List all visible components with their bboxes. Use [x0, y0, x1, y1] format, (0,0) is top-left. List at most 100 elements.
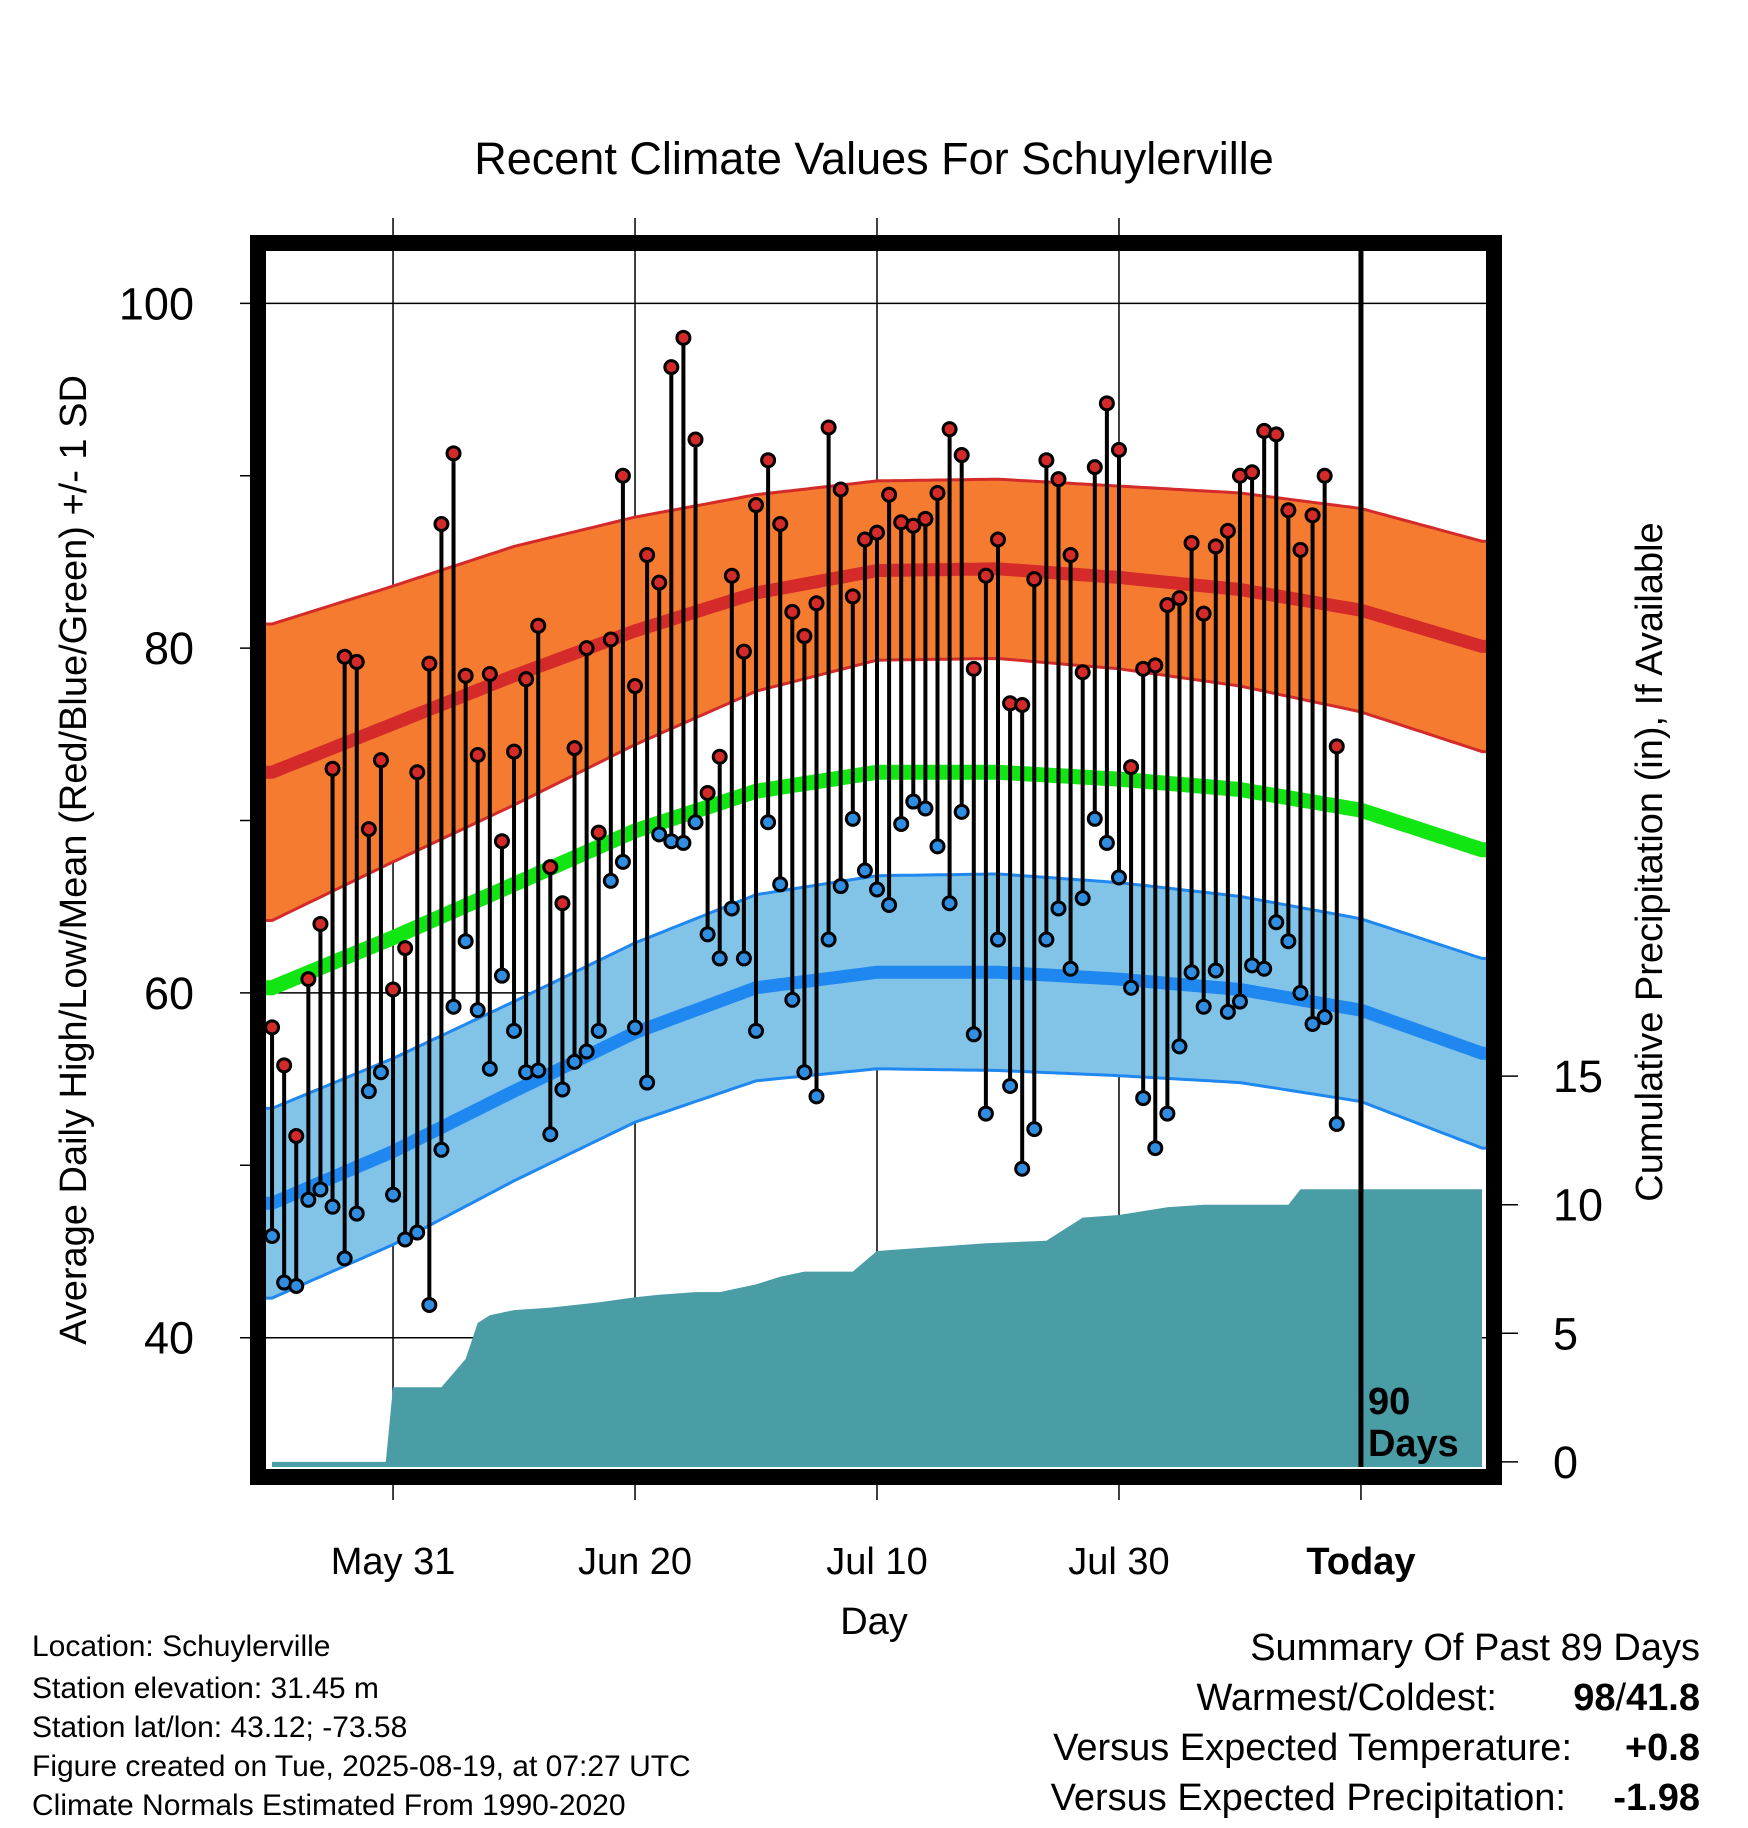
- high-point: [808, 595, 825, 612]
- high-point: [748, 497, 765, 514]
- high-point: [493, 833, 510, 850]
- low-point: [566, 1053, 583, 1070]
- high-point: [1086, 459, 1103, 476]
- x-tick-label: Today: [1306, 1541, 1415, 1583]
- high-point: [1280, 502, 1297, 519]
- low-point: [1280, 933, 1297, 950]
- y-tick-label: 60: [144, 968, 194, 1019]
- high-point: [784, 603, 801, 620]
- high-point: [1026, 571, 1043, 588]
- high-point: [699, 784, 716, 801]
- high-point: [869, 524, 885, 541]
- low-sd-band-lower-edge: [266, 1067, 1488, 1300]
- low-point: [808, 1088, 825, 1105]
- high-point: [1268, 426, 1285, 443]
- low-point: [869, 881, 885, 898]
- high-point: [953, 447, 970, 464]
- y-tick-label: 80: [144, 623, 194, 674]
- low-point: [893, 815, 910, 832]
- low-point: [651, 826, 668, 843]
- low-point: [421, 1296, 438, 1313]
- y2-axis: 0 5 10 15: [1494, 1051, 1603, 1488]
- chart-title: Recent Climate Values For Schuylerville: [474, 133, 1273, 184]
- high-point: [905, 517, 922, 534]
- low-point: [1086, 810, 1103, 827]
- summary-precip-value: -1.98: [1613, 1777, 1700, 1819]
- low-point: [372, 1064, 389, 1081]
- low-point: [832, 878, 849, 895]
- high-point: [735, 643, 752, 660]
- precipitation-area: [272, 1189, 1482, 1467]
- low-point: [1171, 1038, 1188, 1055]
- low-point: [554, 1081, 571, 1098]
- daily-points: [264, 329, 1345, 1313]
- high-point: [288, 1128, 305, 1145]
- low-point: [1050, 900, 1067, 917]
- high-point: [409, 764, 426, 781]
- low-point: [264, 1227, 281, 1244]
- high-point: [796, 628, 813, 645]
- low-point: [336, 1250, 353, 1267]
- low-point: [385, 1186, 402, 1203]
- low-point: [288, 1277, 305, 1294]
- low-point: [699, 926, 716, 943]
- high-point: [1110, 441, 1127, 458]
- low-point: [1219, 1003, 1236, 1020]
- high-point: [687, 431, 704, 448]
- high-point: [312, 915, 329, 932]
- low-point: [989, 931, 1006, 948]
- plot-frame: [250, 235, 1502, 1485]
- low-point: [941, 895, 958, 912]
- summary-temp-label: Versus Expected Temperature:: [1053, 1727, 1572, 1769]
- high-point: [324, 760, 341, 777]
- low-point: [614, 853, 631, 870]
- low-point: [300, 1191, 317, 1208]
- low-point: [1328, 1115, 1345, 1132]
- low-point: [457, 933, 474, 950]
- high-point: [881, 486, 898, 503]
- high-point: [530, 617, 547, 634]
- precipitation-fill: [272, 1189, 1482, 1467]
- high-point: [1098, 395, 1115, 412]
- y-axis-label: Average Daily High/Low/Mean (Red/Blue/Gr…: [53, 375, 95, 1345]
- summary-warmest-value: 98/41.8: [1573, 1677, 1700, 1719]
- low-point: [844, 810, 861, 827]
- high-point: [300, 971, 317, 988]
- low-point: [1123, 979, 1140, 996]
- high-point: [1244, 464, 1261, 481]
- x-axis-label: Day: [840, 1601, 908, 1643]
- y2-tick-label: 0: [1553, 1437, 1578, 1488]
- high-point: [663, 359, 680, 376]
- y2-axis-label: Cumulative Precipitation (in), If Availa…: [1629, 522, 1671, 1201]
- high-point: [542, 859, 559, 876]
- low-point: [312, 1181, 329, 1198]
- summary-warmest-label: Warmest/Coldest:: [1196, 1677, 1497, 1719]
- low-point: [820, 931, 837, 948]
- low-point: [1062, 960, 1079, 977]
- high-point: [554, 895, 571, 912]
- low-point: [433, 1141, 450, 1158]
- station-info: Location: Schuylerville Station elevatio…: [32, 1630, 691, 1822]
- high-point: [1328, 738, 1345, 755]
- high-point: [602, 631, 619, 648]
- high-point: [965, 660, 982, 677]
- low-point: [542, 1126, 559, 1143]
- high-point: [1219, 522, 1236, 539]
- low-point: [675, 834, 692, 851]
- high-point: [1050, 471, 1067, 488]
- info-created: Figure created on Tue, 2025-08-19, at 07…: [32, 1750, 691, 1783]
- daily-stems: [270, 337, 1339, 1305]
- x-tick-label: Jul 10: [826, 1541, 927, 1583]
- high-point: [917, 510, 934, 527]
- high-point: [711, 748, 728, 765]
- high-point: [518, 671, 535, 688]
- y-tick-label: 100: [119, 278, 194, 329]
- low-point: [1002, 1078, 1019, 1095]
- high-point: [566, 740, 583, 757]
- low-point: [530, 1062, 547, 1079]
- high-point: [360, 821, 377, 838]
- low-point: [1074, 890, 1091, 907]
- low-point: [1014, 1160, 1031, 1177]
- today-label-days: Days: [1368, 1423, 1459, 1465]
